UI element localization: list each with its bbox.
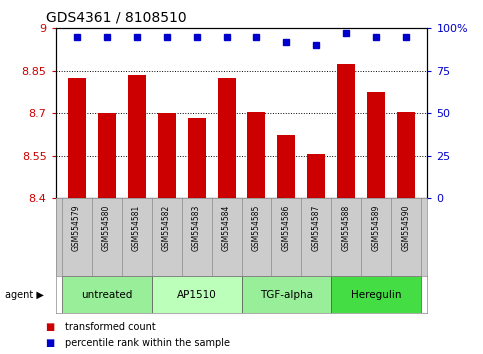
Text: GDS4361 / 8108510: GDS4361 / 8108510 [46, 11, 186, 25]
Text: TGF-alpha: TGF-alpha [260, 290, 313, 300]
Bar [247, 112, 266, 198]
Bar [217, 78, 236, 198]
FancyBboxPatch shape [331, 276, 422, 313]
Text: GSM554580: GSM554580 [102, 205, 111, 251]
Text: GSM554587: GSM554587 [312, 205, 321, 251]
Bar [338, 64, 355, 198]
Text: GSM554588: GSM554588 [342, 205, 351, 251]
Bar [368, 92, 385, 198]
Text: Heregulin: Heregulin [351, 290, 402, 300]
FancyBboxPatch shape [242, 276, 331, 313]
Text: GSM554583: GSM554583 [192, 205, 201, 251]
Text: agent ▶: agent ▶ [5, 290, 43, 300]
Text: GSM554584: GSM554584 [222, 205, 231, 251]
Text: ■: ■ [46, 338, 58, 348]
Text: transformed count: transformed count [65, 322, 156, 332]
Text: GSM554585: GSM554585 [252, 205, 261, 251]
Text: GSM554589: GSM554589 [372, 205, 381, 251]
FancyBboxPatch shape [152, 276, 242, 313]
Text: GSM554581: GSM554581 [132, 205, 141, 251]
Text: GSM554586: GSM554586 [282, 205, 291, 251]
Text: ■: ■ [46, 322, 58, 332]
Text: GSM554579: GSM554579 [72, 205, 81, 251]
Text: GSM554590: GSM554590 [402, 205, 411, 251]
Bar [278, 135, 296, 198]
Text: AP1510: AP1510 [177, 290, 216, 300]
FancyBboxPatch shape [61, 276, 152, 313]
Bar [68, 78, 85, 198]
Text: GSM554582: GSM554582 [162, 205, 171, 251]
Bar [128, 75, 145, 198]
Bar [398, 112, 415, 198]
Bar [98, 113, 115, 198]
Text: untreated: untreated [81, 290, 132, 300]
Text: percentile rank within the sample: percentile rank within the sample [65, 338, 230, 348]
Bar [187, 118, 205, 198]
Bar [157, 113, 175, 198]
Bar [308, 154, 326, 198]
